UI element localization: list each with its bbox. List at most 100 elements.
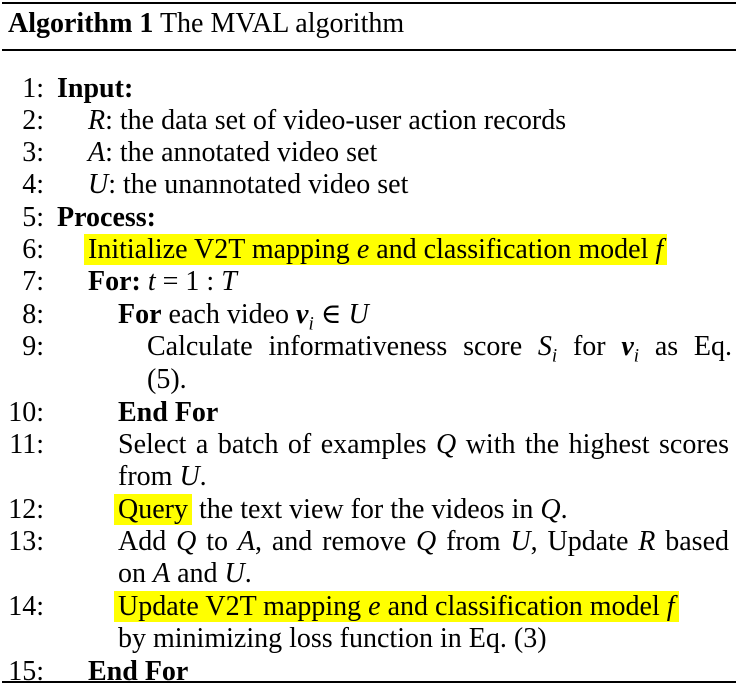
algorithm-line: 11: Select a batch of examples Q with the… [0, 428, 741, 461]
algorithm-label: Algorithm 1 [8, 8, 154, 39]
line-text: Select a batch of examples Q with the hi… [118, 428, 729, 461]
line-number: 14: [8, 591, 44, 622]
text-run: the text view for the videos in [191, 494, 541, 525]
line-number: 11: [9, 429, 44, 460]
line-text: Initialize V2T mapping e and classificat… [84, 233, 668, 266]
text-run [141, 266, 148, 297]
text-run: : the unannotated video set [108, 169, 409, 200]
line-text: Update V2T mapping e and classification … [114, 590, 679, 623]
text-run: Process: [57, 202, 156, 233]
text-run: , Update [530, 526, 639, 557]
line-number: 7: [22, 266, 44, 297]
text-run: T [221, 266, 237, 297]
highlight: Update V2T mapping e and classification … [114, 591, 679, 622]
line-text: U: the unannotated video set [88, 168, 408, 201]
highlight: Query [114, 494, 192, 525]
algorithm-line: 2: R: the data set of video-user action r… [0, 104, 741, 137]
text-run: for [557, 331, 622, 362]
highlight: Initialize V2T mapping e and classificat… [84, 234, 668, 265]
text-run: S [537, 331, 552, 362]
text-run: U [88, 169, 109, 200]
line-number: 2: [22, 105, 44, 136]
algorithm-line: 7: For: t = 1 : T [0, 265, 741, 298]
text-run: A [88, 137, 106, 168]
line-text: Process: [57, 201, 156, 234]
text-run: For: [88, 266, 141, 297]
header-rule [2, 49, 736, 51]
text-run: Add [118, 526, 177, 557]
algorithm-line: 14: Update V2T mapping e and classificati… [0, 590, 741, 623]
text-run: i [633, 345, 640, 367]
text-run: , and remove [254, 526, 416, 557]
text-run: (5). [147, 364, 187, 395]
algorithm-line: 10: End For [0, 396, 741, 429]
line-number: 6: [22, 234, 44, 265]
text-run: . [560, 494, 568, 525]
text-run: i [308, 313, 314, 335]
algorithm-line: 9: Calculate informativeness score Si for… [0, 330, 741, 366]
text-run: Q [416, 526, 437, 557]
algorithm-line: 5: Process: [0, 201, 741, 234]
algorithm-line: 15: End For [0, 655, 741, 688]
text-run: with the highest scores [456, 429, 730, 460]
text-run: End For [118, 397, 219, 428]
text-run: f [655, 234, 664, 265]
top-rule [2, 2, 736, 4]
line-text: A: the annotated video set [88, 136, 377, 169]
line-text: End For [118, 396, 218, 429]
text-run: and classification model [369, 234, 656, 265]
text-run: U [179, 461, 200, 492]
line-text: Calculate informativeness score Si for v… [147, 330, 732, 366]
text-run: Query [118, 494, 188, 525]
text-run: based [655, 526, 730, 557]
text-run: . [199, 461, 207, 492]
line-number: 1: [22, 73, 44, 104]
line-number: 5: [22, 202, 44, 233]
text-run: Calculate informativeness score [147, 331, 538, 362]
line-number: 8: [22, 299, 44, 330]
text-run: U [348, 299, 369, 330]
text-run: v [296, 299, 309, 330]
line-number: 4: [22, 169, 44, 200]
algorithm-line: 4: U: the unannotated video set [0, 168, 741, 201]
line-number: 3: [22, 137, 44, 168]
text-run: = 1 : [155, 266, 222, 297]
text-run: by minimizing loss function in Eq. (3) [118, 623, 547, 654]
text-run: Q [540, 494, 561, 525]
text-run: t [147, 266, 156, 297]
text-run: to [196, 526, 238, 557]
line-text: End For [88, 655, 188, 688]
algorithm-line: 3: A: the annotated video set [0, 136, 741, 169]
line-text: (5). [147, 363, 187, 396]
algorithm-line: by minimizing loss function in Eq. (3) [0, 622, 741, 655]
algorithm-line: from U. [0, 460, 741, 493]
text-run: Initialize V2T mapping [88, 234, 357, 265]
line-number: 13: [8, 526, 44, 557]
algorithm-name: The MVAL algorithm [159, 8, 405, 39]
algorithm-line: 6: Initialize V2T mapping e and classific… [0, 233, 741, 266]
line-text: on A and U. [118, 557, 252, 590]
line-text: For each video vi ∈ U [118, 298, 369, 334]
text-run: : the data set of video-user action reco… [105, 105, 567, 136]
line-text: For: t = 1 : T [88, 265, 237, 298]
text-run: U [224, 558, 245, 589]
text-run: and [170, 558, 225, 589]
text-run: v [621, 331, 634, 362]
text-run: Update V2T mapping [118, 591, 369, 622]
text-run: Q [176, 526, 197, 557]
text-run: on [118, 558, 153, 589]
text-run: as Eq. [639, 331, 732, 362]
algorithm-line: 12: Query the text view for the videos in… [0, 493, 741, 526]
line-number: 15: [8, 656, 44, 687]
text-run: i [551, 345, 558, 367]
algorithm-line: 13: Add Q to A, and remove Q from U, Upda… [0, 525, 741, 558]
algorithm-line: (5). [0, 363, 741, 396]
text-run: ∈ [313, 299, 349, 330]
text-run: U [510, 526, 531, 557]
algorithm-line: 1: Input: [0, 72, 741, 105]
text-run: Input: [57, 73, 134, 104]
text-run: Q [435, 429, 457, 460]
line-number: 12: [8, 494, 44, 525]
text-run: : the annotated video set [105, 137, 378, 168]
text-run: . [244, 558, 252, 589]
